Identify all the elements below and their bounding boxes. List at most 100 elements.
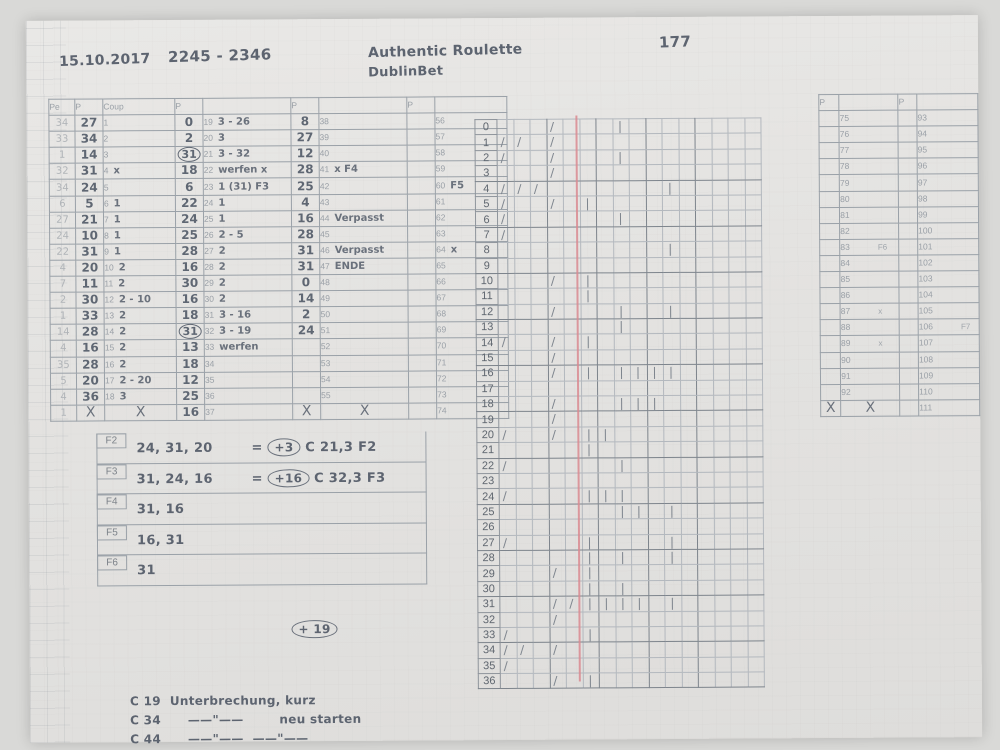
tally-cell[interactable] [648,503,665,518]
tally-cell[interactable] [646,257,663,272]
tally-cell[interactable] [500,550,517,565]
tally-cell[interactable] [712,149,729,164]
tally-cell[interactable] [698,549,715,564]
tally-cell[interactable] [698,641,715,656]
tally-cell[interactable] [514,242,531,257]
tally-cell[interactable] [531,258,548,273]
tally-cell[interactable] [662,180,679,195]
tally-cell[interactable] [696,257,713,272]
tally-cell[interactable] [680,442,697,457]
tally-cell[interactable] [580,273,597,288]
tally-cell[interactable] [596,196,613,211]
tally-cell[interactable] [747,564,764,579]
tally-cell[interactable] [531,242,548,257]
tally-cell[interactable] [647,380,664,395]
tally-cell[interactable] [630,226,647,241]
tally-cell[interactable] [715,672,732,687]
tally-cell[interactable] [499,443,516,458]
tally-cell[interactable] [714,580,731,595]
tally-cell[interactable] [731,595,748,610]
tally-cell[interactable] [714,611,731,626]
tally-cell[interactable] [665,657,682,672]
tally-cell[interactable] [745,272,762,287]
tally-cell[interactable] [712,134,729,149]
tally-cell[interactable] [597,288,614,303]
tally-cell[interactable] [646,134,663,149]
tally-cell[interactable] [697,441,714,456]
tally-cell[interactable] [630,303,647,318]
tally-cell[interactable] [582,504,599,519]
tally-cell[interactable] [515,412,532,427]
tally-cell[interactable] [514,273,531,288]
tally-cell[interactable] [664,488,681,503]
tally-cell[interactable] [680,395,697,410]
tally-cell[interactable] [612,119,629,134]
tally-cell[interactable] [548,442,565,457]
tally-cell[interactable] [746,410,763,425]
tally-cell[interactable] [580,257,597,272]
tally-cell[interactable] [714,564,731,579]
tally-cell[interactable] [663,334,680,349]
tally-cell[interactable] [648,596,665,611]
tally-cell[interactable] [747,610,764,625]
tally-cell[interactable] [598,488,615,503]
tally-cell[interactable] [533,550,550,565]
tally-cell[interactable] [613,211,630,226]
tally-cell[interactable] [516,581,533,596]
tally-cell[interactable] [648,580,665,595]
tally-cell[interactable] [714,595,731,610]
tally-cell[interactable] [516,519,533,534]
tally-cell[interactable] [547,181,564,196]
tally-cell[interactable] [664,411,681,426]
tally-cell[interactable] [516,612,533,627]
tally-cell[interactable] [514,227,531,242]
tally-cell[interactable] [664,426,681,441]
tally-cell[interactable] [530,150,547,165]
tally-cell[interactable] [679,288,696,303]
tally-cell[interactable] [499,427,516,442]
tally-cell[interactable] [697,503,714,518]
tally-cell[interactable] [662,211,679,226]
tally-cell[interactable] [648,488,665,503]
tally-cell[interactable] [698,580,715,595]
tally-cell[interactable] [712,241,729,256]
tally-cell[interactable] [616,657,633,672]
tally-cell[interactable] [680,349,697,364]
tally-cell[interactable] [497,150,514,165]
tally-cell[interactable] [500,673,517,688]
tally-cell[interactable] [747,549,764,564]
tally-cell[interactable] [613,134,630,149]
tally-cell[interactable] [614,442,631,457]
tally-cell[interactable] [696,349,713,364]
tally-cell[interactable] [745,195,762,210]
tally-cell[interactable] [646,195,663,210]
tally-cell[interactable] [549,473,566,488]
tally-cell[interactable] [747,472,764,487]
tally-cell[interactable] [697,426,714,441]
tally-cell[interactable] [678,118,695,133]
tally-cell[interactable] [746,441,763,456]
tally-cell[interactable] [615,580,632,595]
tally-cell[interactable] [500,658,517,673]
tally-cell[interactable] [696,318,713,333]
tally-cell[interactable] [516,550,533,565]
tally-cell[interactable] [731,657,748,672]
tally-cell[interactable] [730,426,747,441]
tally-cell[interactable] [598,396,615,411]
tally-cell[interactable] [549,581,566,596]
tally-cell[interactable] [680,365,697,380]
tally-cell[interactable] [747,533,764,548]
tally-cell[interactable] [499,412,516,427]
tally-cell[interactable] [663,257,680,272]
tally-cell[interactable] [649,626,666,641]
tally-cell[interactable] [532,489,549,504]
tally-cell[interactable] [581,350,598,365]
tally-cell[interactable] [663,272,680,287]
tally-cell[interactable] [549,535,566,550]
tally-cell[interactable] [582,550,599,565]
tally-cell[interactable] [532,458,549,473]
tally-cell[interactable] [614,396,631,411]
tally-cell[interactable] [713,411,730,426]
tally-cell[interactable] [748,626,765,641]
tally-cell[interactable] [582,596,599,611]
